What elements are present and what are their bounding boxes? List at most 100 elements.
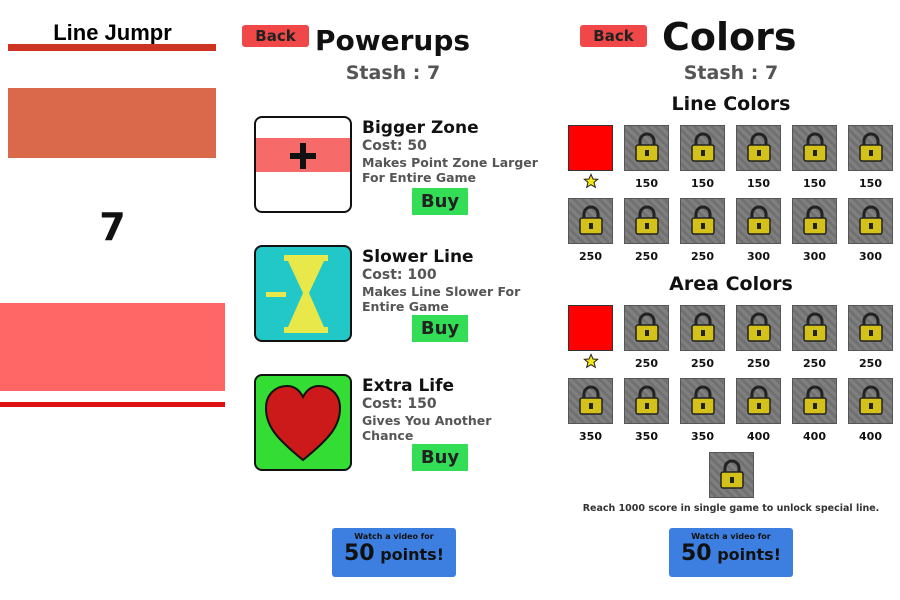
moving-line <box>0 402 225 407</box>
area-color-price: 250 <box>747 357 770 370</box>
lock-icon <box>569 385 612 415</box>
lock-icon <box>793 132 836 162</box>
line-color-locked[interactable] <box>736 125 781 171</box>
area-color-price: 250 <box>859 357 882 370</box>
line-color-price: 250 <box>635 250 658 263</box>
star-icon <box>568 173 613 193</box>
area-color-price: 350 <box>691 430 714 443</box>
line-color-locked[interactable] <box>624 198 669 244</box>
video-points-unit: points! <box>711 545 781 564</box>
top-line <box>8 44 216 51</box>
line-color-price: 150 <box>635 177 658 190</box>
area-color-price: 400 <box>859 430 882 443</box>
lock-icon <box>849 312 892 342</box>
video-caption: Watch a video for <box>691 532 771 541</box>
bigger-zone-desc: Makes Point Zone Larger For Entire Game <box>362 155 538 185</box>
area-color-locked[interactable] <box>624 305 669 351</box>
line-color-price: 150 <box>803 177 826 190</box>
star-icon <box>568 353 613 373</box>
heart-icon <box>254 374 352 471</box>
line-color-locked[interactable] <box>568 198 613 244</box>
line-color-locked[interactable] <box>848 125 893 171</box>
line-color-locked[interactable] <box>624 125 669 171</box>
video-points-number: 50 <box>344 541 375 566</box>
bigger-zone-cost: Cost: 50 <box>362 138 427 154</box>
line-colors-grid: 150 150 150 150 150 250 250 250 300 300 300 <box>568 125 898 265</box>
powerups-title: Powerups <box>315 24 471 57</box>
area-color-locked[interactable] <box>736 378 781 424</box>
hourglass-icon <box>254 245 352 342</box>
extra-life-desc: Gives You Another Chance <box>362 413 492 443</box>
area-color-price: 250 <box>635 357 658 370</box>
line-color-selected[interactable] <box>568 125 613 171</box>
area-color-price: 400 <box>803 430 826 443</box>
lock-icon <box>737 312 780 342</box>
lock-icon <box>681 312 724 342</box>
powerups-stash: Stash : 7 <box>345 62 441 84</box>
score-counter: 7 <box>99 205 126 249</box>
line-color-price: 300 <box>747 250 770 263</box>
area-color-selected[interactable] <box>568 305 613 351</box>
line-color-locked[interactable] <box>792 198 837 244</box>
area-color-locked[interactable] <box>848 378 893 424</box>
line-color-price: 300 <box>859 250 882 263</box>
line-colors-title: Line Colors <box>671 93 791 115</box>
lock-icon <box>849 132 892 162</box>
powerups-back-button[interactable]: Back <box>242 25 309 47</box>
slower-line-name: Slower Line <box>362 247 474 267</box>
game-title: Line Jumpr <box>53 20 172 45</box>
powerups-watch-video-button[interactable]: Watch a video for 50 points! <box>332 528 456 577</box>
lock-icon <box>737 132 780 162</box>
buy-slower-line-button[interactable]: Buy <box>412 315 468 342</box>
area-color-price: 350 <box>579 430 602 443</box>
area-color-price: 250 <box>803 357 826 370</box>
bigger-zone-icon <box>254 116 352 213</box>
colors-title: Colors <box>662 15 797 59</box>
line-color-price: 250 <box>691 250 714 263</box>
colors-watch-video-button[interactable]: Watch a video for 50 points! <box>669 528 793 577</box>
extra-life-cost: Cost: 150 <box>362 396 437 412</box>
lock-icon <box>569 205 612 235</box>
lock-icon <box>737 385 780 415</box>
lock-icon <box>793 205 836 235</box>
area-color-locked[interactable] <box>624 378 669 424</box>
point-zone-band <box>8 88 216 158</box>
video-points-number: 50 <box>681 541 712 566</box>
buy-bigger-zone-button[interactable]: Buy <box>412 188 468 215</box>
lock-icon <box>737 205 780 235</box>
area-color-locked[interactable] <box>792 378 837 424</box>
lock-icon <box>793 312 836 342</box>
video-caption: Watch a video for <box>354 532 434 541</box>
line-color-price: 150 <box>747 177 770 190</box>
lock-icon <box>625 132 668 162</box>
line-color-locked[interactable] <box>792 125 837 171</box>
lock-icon <box>849 205 892 235</box>
lock-icon <box>625 385 668 415</box>
area-color-price: 250 <box>691 357 714 370</box>
area-color-locked[interactable] <box>848 305 893 351</box>
area-color-locked[interactable] <box>736 305 781 351</box>
lock-icon <box>681 205 724 235</box>
extra-life-name: Extra Life <box>362 376 455 396</box>
area-color-locked[interactable] <box>680 305 725 351</box>
line-color-price: 250 <box>579 250 602 263</box>
buy-extra-life-button[interactable]: Buy <box>412 444 468 471</box>
line-color-locked[interactable] <box>680 198 725 244</box>
line-color-locked[interactable] <box>680 125 725 171</box>
video-points-unit: points! <box>374 545 444 564</box>
slower-line-desc: Makes Line Slower For Entire Game <box>362 284 521 314</box>
special-line-locked-tile[interactable] <box>709 452 754 498</box>
colors-back-button[interactable]: Back <box>580 25 647 47</box>
line-color-locked[interactable] <box>848 198 893 244</box>
area-colors-grid: 250 250 250 250 250 350 350 350 400 400 400 <box>568 305 898 445</box>
area-color-locked[interactable] <box>792 305 837 351</box>
lock-icon <box>625 312 668 342</box>
slower-line-cost: Cost: 100 <box>362 267 437 283</box>
area-color-locked[interactable] <box>680 378 725 424</box>
lock-icon <box>681 385 724 415</box>
bigger-zone-name: Bigger Zone <box>362 118 479 138</box>
lock-icon <box>625 205 668 235</box>
area-color-price: 400 <box>747 430 770 443</box>
line-color-locked[interactable] <box>736 198 781 244</box>
area-color-locked[interactable] <box>568 378 613 424</box>
